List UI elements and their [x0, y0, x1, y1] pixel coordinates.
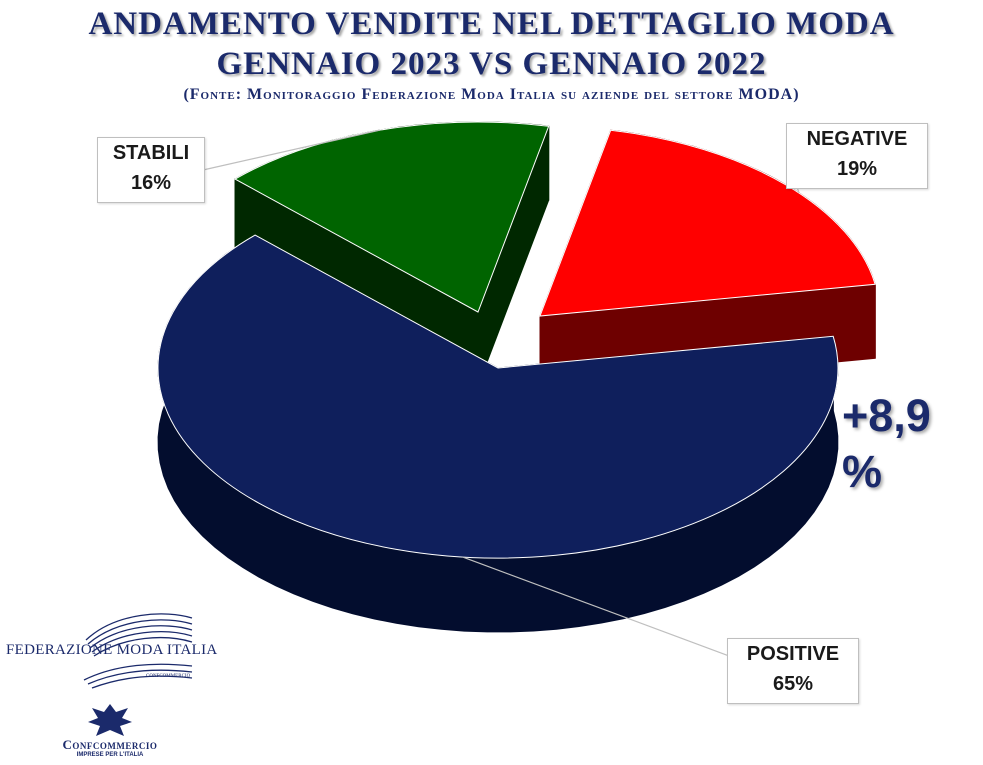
growth-annotation: +8,9 % [842, 390, 931, 497]
slice-label-positive-name: POSITIVE [746, 643, 840, 665]
chart-title-block: ANDAMENTO VENDITE NEL DETTAGLIO MODA GEN… [0, 4, 983, 106]
slice-negative [539, 129, 876, 317]
confcommercio-logo: Confcommercio IMPRESE PER L'ITALIA [40, 700, 180, 762]
slice-label-stabili-value: 16% [130, 172, 172, 194]
slice-label-negative: NEGATIVE 19% [786, 123, 928, 189]
chart-title: ANDAMENTO VENDITE NEL DETTAGLIO MODA [88, 6, 895, 42]
slice-label-stabili: STABILI 16% [97, 137, 205, 203]
leader-line-stabili [202, 129, 380, 171]
fmi-sub: CONFCOMMERCIO [146, 674, 191, 679]
slice-stabili [234, 121, 550, 313]
fmi-name: FEDERAZIONE MODA ITALIA [6, 642, 218, 658]
slice-label-positive-value: 65% [772, 673, 814, 695]
confcommercio-name: Confcommercio [62, 737, 158, 752]
slice-label-negative-value: 19% [836, 158, 878, 180]
chart-source: (Fonte: Monitoraggio Federazione Moda It… [183, 86, 800, 103]
leader-line-positive [462, 556, 741, 661]
federazione-moda-italia-logo: FEDERAZIONE MODA ITALIA CONFCOMMERCIO [6, 612, 217, 692]
slice-label-positive: POSITIVE 65% [727, 638, 859, 704]
slice-label-negative-name: NEGATIVE [806, 128, 908, 150]
slice-positive [157, 234, 839, 559]
eagle-icon [88, 704, 132, 736]
pie-tops [157, 121, 876, 559]
slice-label-stabili-name: STABILI [112, 142, 190, 164]
confcommercio-tagline: IMPRESE PER L'ITALIA [76, 752, 144, 758]
fmi-swoosh-icon [83, 613, 193, 689]
chart-subtitle: GENNAIO 2023 VS GENNAIO 2022 [216, 46, 767, 82]
